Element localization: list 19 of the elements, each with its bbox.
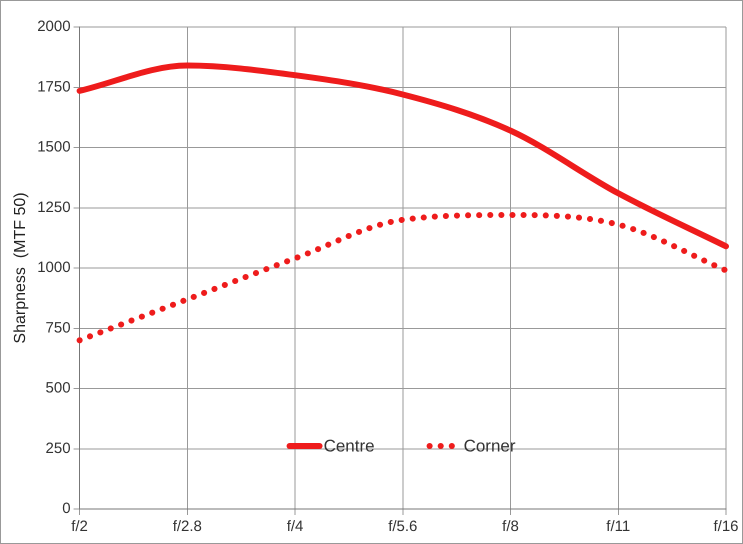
y-tick-label: 1750 <box>37 78 71 96</box>
x-tick-label: f/11 <box>606 518 630 536</box>
x-tick-label: f/5.6 <box>388 518 418 536</box>
x-tick-label: f/2.8 <box>172 518 202 536</box>
y-axis-title: Sharpness (MTF 50) <box>12 192 30 344</box>
x-tick-label: f/8 <box>502 518 519 536</box>
y-tick-label: 250 <box>46 440 71 457</box>
legend-label: Centre <box>324 436 375 456</box>
x-tick-label: f/4 <box>286 518 304 536</box>
y-tick-label: 1250 <box>37 198 71 216</box>
x-tick-label: f/2 <box>71 518 88 536</box>
y-tick-label: 1000 <box>37 259 71 276</box>
y-tick-label: 500 <box>46 380 71 397</box>
y-tick-label: 2000 <box>37 18 71 36</box>
legend-label: Corner <box>464 436 516 456</box>
y-tick-label: 1500 <box>37 138 71 156</box>
y-tick-label: 750 <box>46 319 71 336</box>
x-tick-label: f/16 <box>713 518 739 536</box>
y-tick-label: 0 <box>62 500 71 518</box>
